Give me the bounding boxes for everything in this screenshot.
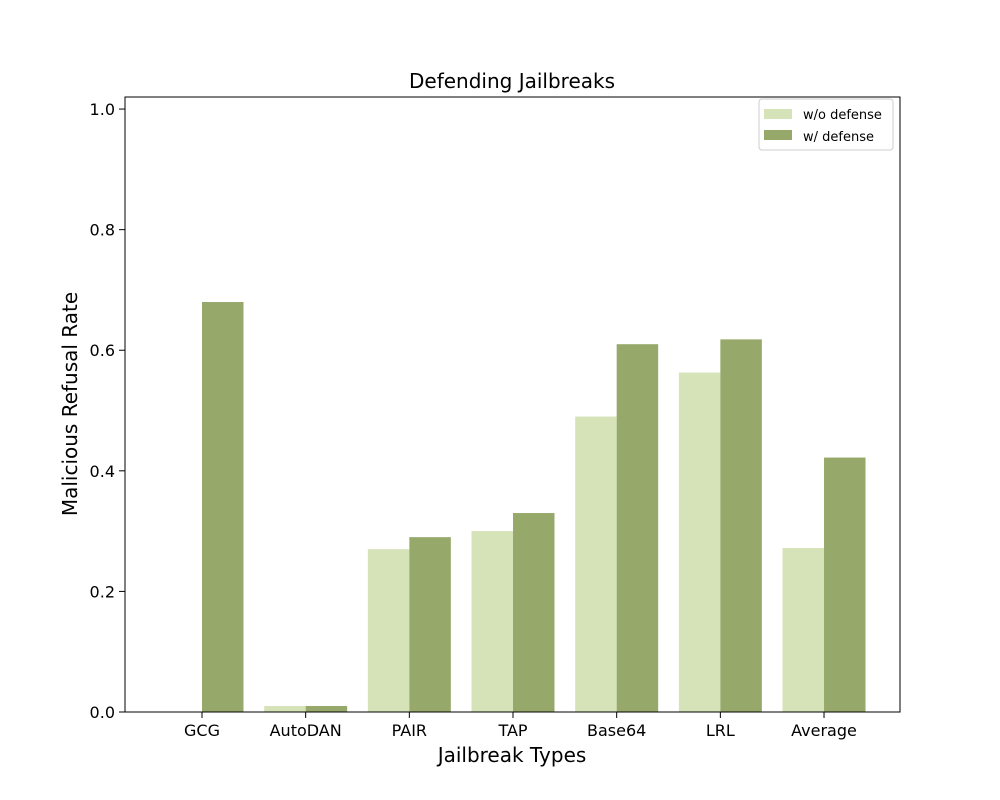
bar-w-defense-gcg xyxy=(202,302,244,712)
y-tick-label: 0.2 xyxy=(90,582,115,601)
y-tick-label: 1.0 xyxy=(90,100,115,119)
y-tick-label: 0.4 xyxy=(90,462,115,481)
bar-w-defense-lrl xyxy=(720,339,762,712)
x-axis: GCG AutoDAN PAIR TAP Base64 LRL Average xyxy=(184,712,857,740)
bar-wo-defense-lrl xyxy=(678,372,721,712)
bar-w-defense-pair xyxy=(409,537,451,712)
bar-w-defense-autodan xyxy=(305,705,348,712)
y-tick-label: 0.0 xyxy=(90,703,115,722)
bar-wo-defense-autodan xyxy=(264,705,306,712)
bar-w-defense-average xyxy=(824,457,866,712)
y-axis-label: Malicious Refusal Rate xyxy=(58,292,82,516)
bars xyxy=(202,302,866,712)
legend-swatch-wo-defense xyxy=(764,109,792,119)
x-axis-label: Jailbreak Types xyxy=(436,743,587,767)
legend-label-w-defense: w/ defense xyxy=(803,130,874,145)
x-tick-label: Base64 xyxy=(587,721,646,740)
legend-frame xyxy=(758,98,894,151)
x-tick-label: PAIR xyxy=(392,721,427,740)
x-tick-label: TAP xyxy=(497,721,527,740)
bar-w-defense-tap xyxy=(513,513,555,712)
bar-wo-defense-tap xyxy=(471,531,514,712)
x-tick-label: LRL xyxy=(706,721,735,740)
x-tick-label: GCG xyxy=(184,721,220,740)
legend-label-wo-defense: w/o defense xyxy=(803,108,882,123)
x-tick-label: AutoDAN xyxy=(270,721,342,740)
bar-wo-defense-base64 xyxy=(575,416,617,712)
y-tick-label: 0.8 xyxy=(90,221,115,240)
y-axis: 0.0 0.2 0.4 0.6 0.8 1.0 xyxy=(90,100,125,722)
plot-frame xyxy=(124,96,901,713)
legend: w/o defense w/ defense xyxy=(758,98,894,151)
y-tick-label: 0.6 xyxy=(90,341,115,360)
bar-wo-defense-pair xyxy=(367,549,410,712)
x-tick-label: Average xyxy=(791,721,857,740)
bar-w-defense-base64 xyxy=(616,344,659,712)
legend-swatch-w-defense xyxy=(764,130,792,140)
bar-wo-defense-average xyxy=(782,548,825,712)
chart-title: Defending Jailbreaks xyxy=(409,69,615,93)
